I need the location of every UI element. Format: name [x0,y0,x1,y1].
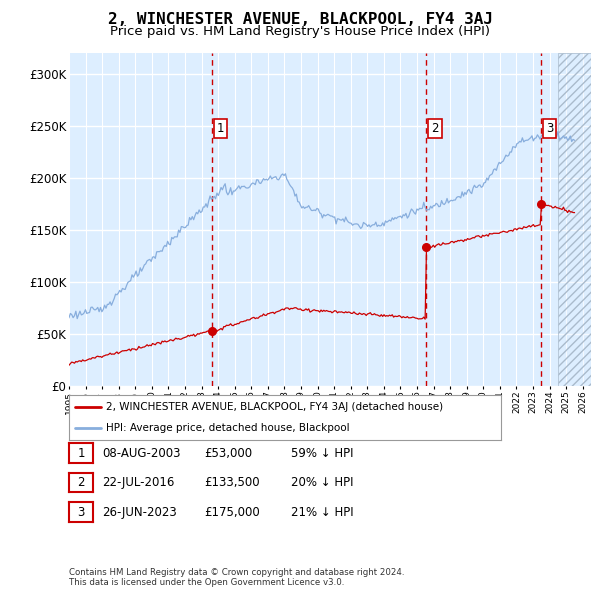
Text: 22-JUL-2016: 22-JUL-2016 [102,476,175,489]
Text: HPI: Average price, detached house, Blackpool: HPI: Average price, detached house, Blac… [106,422,349,432]
Text: £133,500: £133,500 [204,476,260,489]
Text: 2: 2 [431,122,439,135]
Text: 3: 3 [546,122,553,135]
Text: Contains HM Land Registry data © Crown copyright and database right 2024.
This d: Contains HM Land Registry data © Crown c… [69,568,404,587]
Text: Price paid vs. HM Land Registry's House Price Index (HPI): Price paid vs. HM Land Registry's House … [110,25,490,38]
Text: 26-JUN-2023: 26-JUN-2023 [102,506,177,519]
Text: 3: 3 [77,506,85,519]
Text: 1: 1 [217,122,224,135]
Text: £53,000: £53,000 [204,447,252,460]
Text: 21% ↓ HPI: 21% ↓ HPI [291,506,353,519]
Bar [558,53,591,386]
Bar [558,53,591,386]
Text: 20% ↓ HPI: 20% ↓ HPI [291,476,353,489]
Text: 08-AUG-2003: 08-AUG-2003 [102,447,181,460]
Text: 2: 2 [77,476,85,489]
Text: 2, WINCHESTER AVENUE, BLACKPOOL, FY4 3AJ (detached house): 2, WINCHESTER AVENUE, BLACKPOOL, FY4 3AJ… [106,402,443,412]
Text: £175,000: £175,000 [204,506,260,519]
Text: 1: 1 [77,447,85,460]
Text: 2, WINCHESTER AVENUE, BLACKPOOL, FY4 3AJ: 2, WINCHESTER AVENUE, BLACKPOOL, FY4 3AJ [107,12,493,27]
Text: 59% ↓ HPI: 59% ↓ HPI [291,447,353,460]
